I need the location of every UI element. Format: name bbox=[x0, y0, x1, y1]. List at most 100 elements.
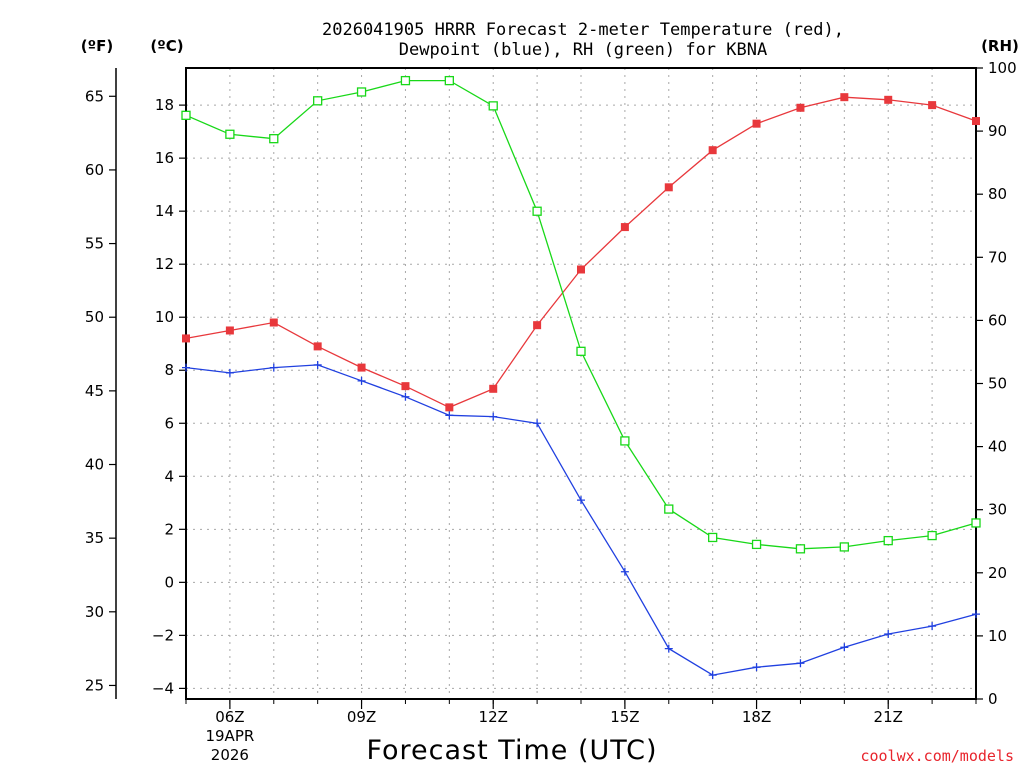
celsius-tick-label: 16 bbox=[155, 149, 174, 167]
x-tick-label: 15Z bbox=[610, 708, 639, 726]
rh-point bbox=[400, 75, 411, 86]
dewpoint-point bbox=[225, 368, 234, 377]
x-tick-label: 06Z bbox=[215, 708, 244, 726]
dewpoint-point bbox=[972, 610, 980, 619]
2-meter-temperature-point bbox=[928, 101, 937, 110]
2-meter-temperature-point bbox=[401, 382, 410, 391]
2-meter-temperature-point bbox=[796, 103, 805, 112]
2-meter-temperature-point bbox=[972, 117, 980, 126]
x-axis-title: Forecast Time (UTC) bbox=[366, 735, 657, 766]
rh-point bbox=[883, 535, 893, 546]
dewpoint-point bbox=[313, 360, 322, 369]
dewpoint-point bbox=[620, 567, 629, 576]
x-tick-label: 21Z bbox=[874, 708, 903, 726]
dewpoint-point bbox=[445, 411, 454, 420]
2-meter-temperature-line bbox=[185, 96, 977, 409]
series bbox=[181, 75, 981, 680]
rh-point bbox=[444, 75, 454, 86]
dewpoint-point bbox=[928, 622, 937, 631]
chart-title: 2026041905 HRRR Forecast 2-meter Tempera… bbox=[322, 20, 844, 40]
rh-point bbox=[708, 532, 718, 543]
dewpoint-point bbox=[752, 663, 761, 672]
rh-point bbox=[971, 518, 981, 528]
fahrenheit-tick-label: 50 bbox=[85, 308, 104, 326]
rh-point bbox=[532, 206, 542, 216]
rh-tick-label: 10 bbox=[988, 627, 1007, 645]
rh-point bbox=[927, 530, 937, 541]
2-meter-temperature-point bbox=[489, 384, 498, 393]
dewpoint-point bbox=[401, 392, 410, 401]
rh-tick-label: 60 bbox=[988, 311, 1007, 329]
celsius-tick-label: 14 bbox=[155, 202, 174, 220]
fahrenheit-tick-label: 55 bbox=[85, 235, 104, 253]
rh-tick-label: 100 bbox=[988, 59, 1017, 77]
rh-tick-label: 20 bbox=[988, 564, 1007, 582]
rh-point bbox=[181, 110, 191, 120]
dewpoint-point bbox=[269, 363, 278, 372]
2-meter-temperature-point bbox=[620, 223, 629, 232]
rh-point bbox=[664, 504, 674, 514]
2-meter-temperature-point bbox=[884, 95, 893, 104]
2-meter-temperature-point bbox=[182, 334, 190, 343]
dewpoint-point bbox=[489, 412, 498, 421]
fahrenheit-tick-label: 35 bbox=[85, 529, 104, 547]
chart-subtitle: Dewpoint (blue), RH (green) for KBNA bbox=[399, 40, 767, 60]
rh-tick-label: 70 bbox=[988, 248, 1007, 266]
dewpoint-point bbox=[357, 376, 366, 385]
grid-lines bbox=[186, 68, 976, 699]
x-tick-label: 12Z bbox=[479, 708, 508, 726]
rh-tick-label: 40 bbox=[988, 438, 1007, 456]
fahrenheit-tick-label: 25 bbox=[85, 676, 104, 694]
rh-point bbox=[313, 96, 323, 106]
2-meter-temperature-point bbox=[225, 326, 234, 335]
x-tick-date: 19APR bbox=[205, 727, 254, 745]
dewpoint-point bbox=[884, 630, 893, 639]
fahrenheit-tick-label: 60 bbox=[85, 161, 104, 179]
2-meter-temperature-point bbox=[533, 321, 542, 330]
dewpoint-point bbox=[664, 644, 673, 653]
rh-point bbox=[269, 134, 279, 144]
fahrenheit-tick-label: 30 bbox=[85, 603, 104, 621]
x-tick-year: 2026 bbox=[211, 746, 249, 764]
fahrenheit-unit-label: (ºF) bbox=[81, 37, 113, 55]
dewpoint-point bbox=[533, 419, 542, 428]
2-meter-temperature-point bbox=[752, 119, 761, 128]
celsius-tick-label: 8 bbox=[164, 361, 174, 379]
axes: −4 −2 0 2 4 6 8 10 12 14 16 18 25 30 35 40 45 50 55 60 65 0 10… bbox=[85, 59, 1017, 764]
celsius-tick-label: 2 bbox=[164, 520, 174, 538]
2-meter-temperature-point bbox=[445, 403, 454, 412]
x-tick-label: 09Z bbox=[347, 708, 376, 726]
dewpoint-point bbox=[840, 643, 849, 652]
fahrenheit-tick-label: 65 bbox=[85, 87, 104, 105]
dewpoint-point bbox=[577, 496, 585, 505]
rh-tick-label: 80 bbox=[988, 185, 1007, 203]
rh-tick-label: 90 bbox=[988, 122, 1007, 140]
rh-unit-label: (RH) bbox=[981, 37, 1019, 55]
2-meter-temperature-point bbox=[313, 342, 322, 351]
fahrenheit-tick-label: 45 bbox=[85, 382, 104, 400]
rh-point bbox=[576, 346, 586, 356]
x-tick-label: 18Z bbox=[742, 708, 771, 726]
rh-point bbox=[225, 129, 235, 139]
celsius-tick-label: 18 bbox=[155, 96, 174, 114]
rh-point bbox=[751, 539, 762, 550]
celsius-tick-label: 0 bbox=[164, 573, 174, 591]
celsius-tick-label: −4 bbox=[152, 679, 174, 697]
2-meter-temperature-point bbox=[840, 93, 849, 102]
rh-point bbox=[620, 436, 630, 446]
rh-point bbox=[488, 101, 498, 111]
rh-tick-label: 0 bbox=[988, 690, 998, 708]
2-meter-temperature-point bbox=[664, 183, 673, 192]
2-meter-temperature-point bbox=[269, 318, 278, 327]
2-meter-temperature-point bbox=[357, 363, 366, 372]
2-meter-temperature-point bbox=[577, 265, 585, 274]
fahrenheit-tick-label: 40 bbox=[85, 456, 104, 474]
celsius-tick-label: −2 bbox=[152, 626, 174, 644]
credit-text: coolwx.com/models bbox=[860, 747, 1014, 765]
rh-point bbox=[795, 544, 806, 554]
celsius-tick-label: 12 bbox=[155, 255, 174, 273]
rh-point bbox=[356, 87, 367, 97]
rh-point bbox=[839, 542, 849, 552]
dewpoint-point bbox=[796, 659, 805, 668]
